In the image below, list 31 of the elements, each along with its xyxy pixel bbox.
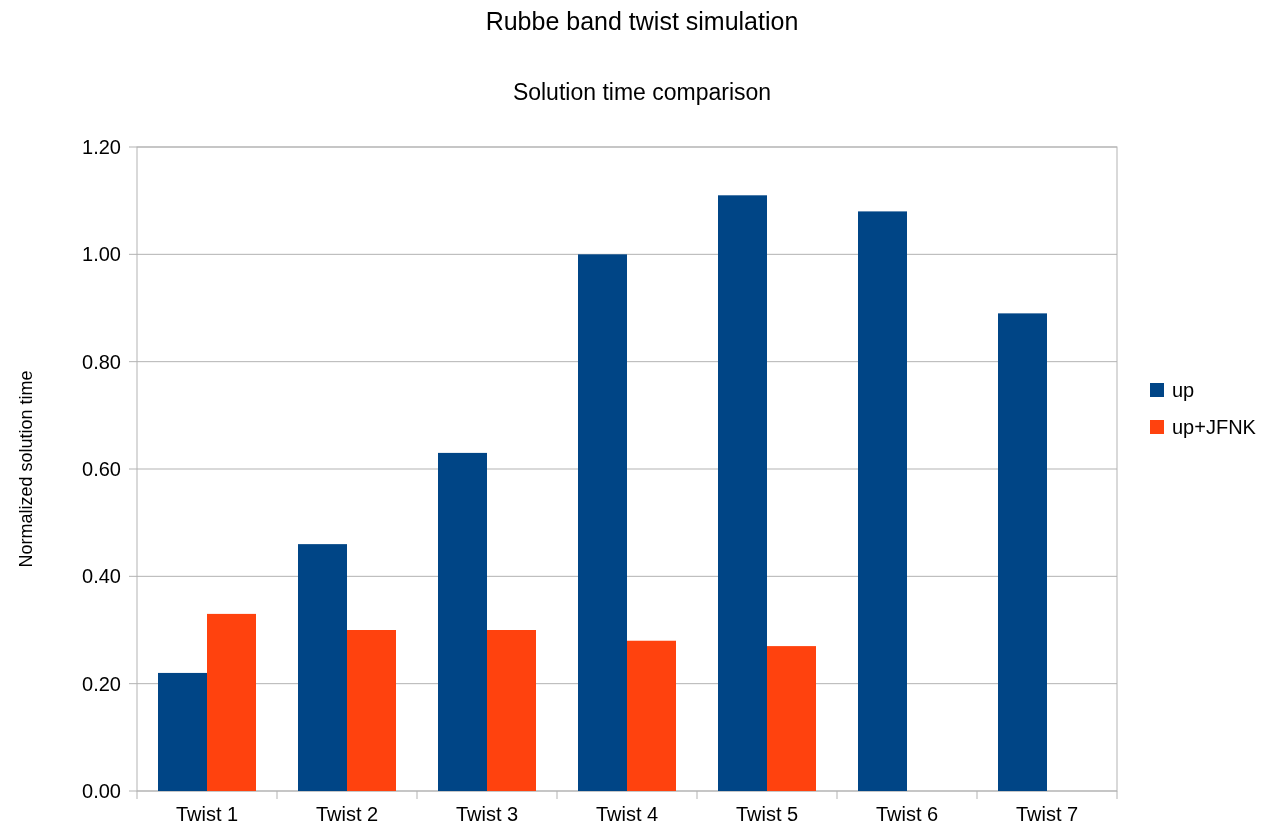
bar	[158, 672, 207, 791]
y-tick-label: 1.00	[82, 243, 121, 266]
x-tick-label: Twist 3	[455, 803, 519, 825]
bar	[207, 613, 256, 791]
bar	[627, 640, 676, 791]
x-tick-label: Twist 7	[1015, 803, 1079, 825]
legend-label: up	[1172, 379, 1195, 401]
bar	[767, 646, 816, 791]
x-tick-label: Twist 4	[595, 803, 659, 825]
bar	[858, 211, 907, 791]
bar	[487, 630, 536, 791]
y-tick-label: 0.00	[82, 780, 121, 802]
y-tick-label: 0.60	[82, 458, 121, 480]
x-tick-label: Twist 6	[875, 803, 939, 825]
chart-title: Rubbe band twist simulation	[485, 7, 799, 35]
y-tick-label: 1.20	[82, 136, 121, 158]
x-tick-label: Twist 5	[735, 803, 799, 825]
y-axis-title: Normalized solution time	[16, 370, 36, 568]
x-tick-label: Twist 2	[315, 803, 379, 825]
bar	[347, 630, 396, 791]
bar	[578, 254, 627, 791]
legend-label: up+JFNK	[1172, 416, 1257, 438]
bar	[438, 452, 487, 791]
chart-subtitle: Solution time comparison	[512, 79, 772, 105]
y-tick-label: 0.40	[82, 565, 121, 588]
y-tick-label: 0.80	[82, 350, 121, 373]
bar	[998, 313, 1047, 791]
y-tick-label: 0.20	[82, 672, 121, 695]
bar	[298, 544, 347, 791]
bar	[718, 195, 767, 791]
x-tick-label: Twist 1	[175, 803, 239, 825]
